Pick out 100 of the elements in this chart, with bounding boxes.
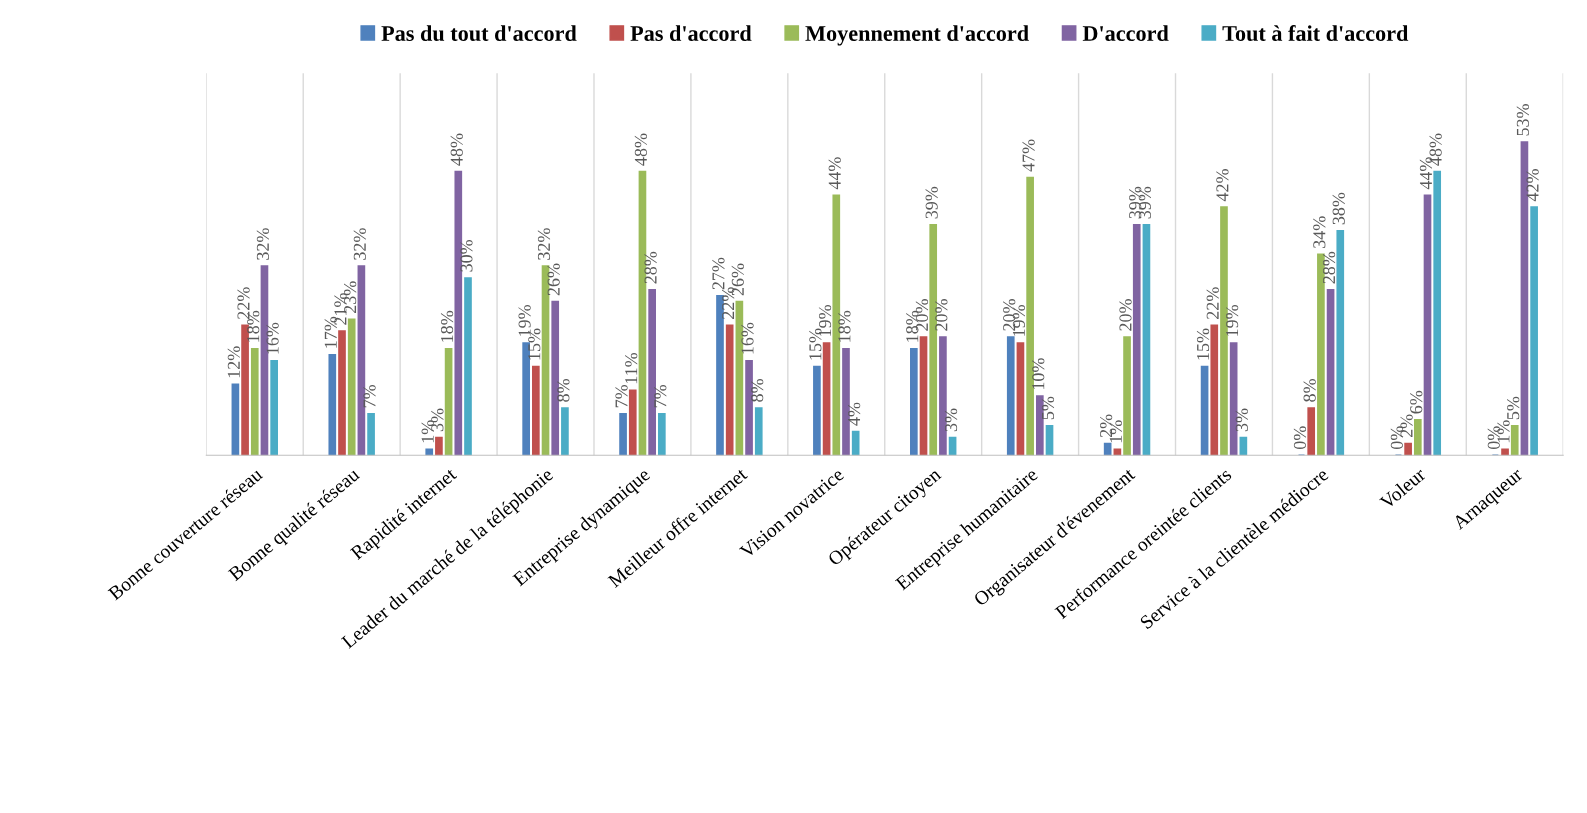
bar (822, 342, 831, 456)
bar (338, 330, 346, 456)
bar (842, 348, 850, 456)
data-label: 22% (1206, 287, 1219, 319)
data-label: 8% (557, 379, 570, 402)
bar (241, 324, 249, 456)
bar (1132, 223, 1141, 456)
bar (948, 436, 957, 456)
bar (464, 277, 472, 456)
bar (1035, 395, 1044, 456)
bar (1404, 442, 1412, 456)
bar (231, 383, 240, 456)
data-label: 8% (751, 379, 764, 402)
bar (1006, 336, 1015, 456)
legend-label: Moyennement d'accord (805, 25, 1029, 46)
bar (1142, 223, 1151, 456)
bar (657, 413, 666, 456)
data-label: 28% (644, 251, 657, 284)
bar (435, 436, 443, 456)
bar (1026, 176, 1034, 456)
bar (619, 413, 627, 456)
data-label: 20% (1119, 299, 1132, 331)
legend-label: D'accord (1082, 25, 1169, 41)
bar (813, 365, 821, 456)
bar (725, 324, 734, 456)
legend-label: Tout à fait d'accord (1222, 25, 1409, 41)
data-label: 28% (1322, 251, 1336, 284)
bar (1530, 206, 1538, 456)
bar (716, 294, 724, 456)
bar (1501, 448, 1509, 456)
data-label: 11% (625, 352, 638, 384)
bar (531, 365, 540, 456)
bar (1307, 407, 1316, 456)
data-label: 44% (828, 157, 841, 190)
data-label: 7% (363, 384, 376, 408)
data-label: 6% (1410, 390, 1423, 414)
data-label: 7% (654, 384, 667, 408)
data-label: 39% (925, 186, 938, 219)
data-label: 5% (1041, 396, 1055, 420)
legend-label: Pas d'accord (630, 25, 752, 41)
data-label: 5% (1507, 396, 1520, 420)
bar (1045, 424, 1054, 456)
data-label: 38% (1332, 192, 1345, 225)
bar (1423, 194, 1432, 456)
bar (648, 288, 656, 456)
data-label: 8% (1303, 379, 1316, 402)
data-label: 48% (634, 133, 648, 166)
data-label: 48% (450, 133, 463, 166)
bar (328, 353, 337, 456)
data-label: 18% (440, 310, 454, 342)
data-label: 18% (838, 310, 851, 342)
bar (522, 342, 530, 456)
data-label: 0% (1293, 426, 1307, 450)
data-label: 42% (1216, 169, 1229, 202)
data-label: 42% (1526, 169, 1539, 202)
bar (270, 359, 278, 456)
bar (1016, 342, 1025, 456)
data-label: 30% (460, 239, 473, 272)
data-label: 16% (266, 322, 279, 354)
data-label: 15% (1196, 328, 1210, 360)
bar (561, 407, 569, 456)
bar (1123, 336, 1131, 456)
data-label: 32% (537, 228, 551, 260)
bar (939, 336, 947, 456)
bar (1413, 418, 1422, 456)
bar (1317, 253, 1325, 456)
data-label: 10% (1032, 358, 1045, 390)
data-label: 3% (944, 408, 958, 432)
bar (1336, 229, 1345, 456)
bar (919, 336, 928, 456)
bar (754, 407, 763, 456)
data-label: 19% (1226, 304, 1239, 336)
bar (628, 389, 637, 456)
bar (250, 348, 259, 456)
legend-label: Pas du tout d'accord (381, 25, 577, 41)
data-label: 20% (935, 299, 948, 331)
bar (745, 359, 753, 456)
bar (1326, 288, 1335, 456)
bar (1220, 206, 1228, 456)
data-label: 53% (1516, 104, 1530, 136)
bar (1510, 424, 1519, 456)
bar (1210, 324, 1219, 456)
data-label: 34% (1313, 216, 1326, 248)
bar (444, 348, 453, 456)
data-label: 47% (1022, 139, 1035, 172)
data-label: 32% (256, 228, 270, 260)
data-label: 12% (227, 346, 240, 378)
data-label: 26% (547, 263, 560, 296)
data-label: 3% (1235, 408, 1248, 432)
bar (1433, 170, 1442, 456)
bar (909, 348, 918, 456)
bar (347, 318, 356, 456)
bar (367, 413, 375, 456)
data-label: 7% (615, 384, 628, 408)
bar (425, 448, 434, 456)
bar (1200, 365, 1209, 456)
bar (1239, 436, 1248, 456)
bar (1103, 442, 1112, 456)
data-label: 16% (741, 322, 754, 354)
bar (851, 430, 860, 456)
